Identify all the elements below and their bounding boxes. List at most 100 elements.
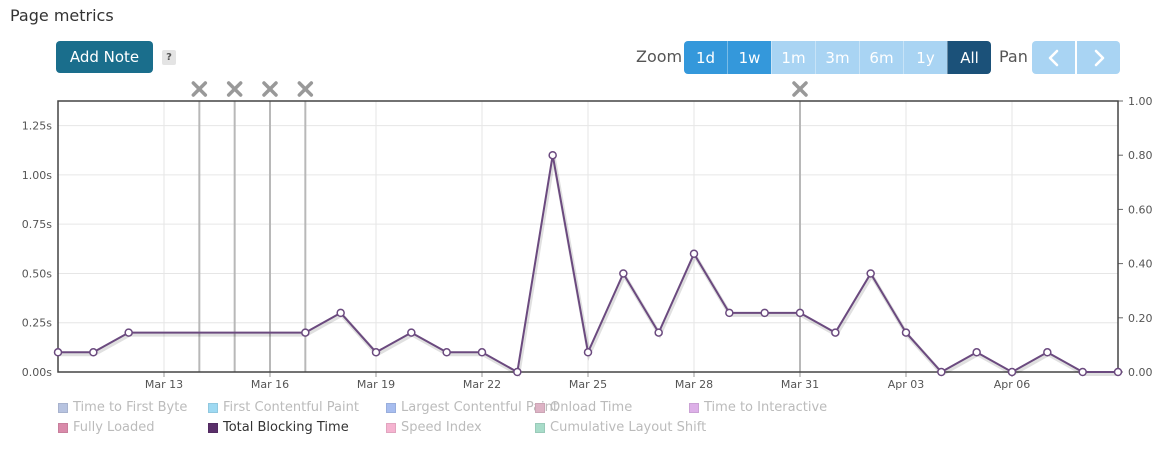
data-point[interactable] [901, 328, 911, 337]
legend-label: Onload Time [550, 400, 633, 415]
legend-swatch [58, 402, 68, 413]
data-point[interactable] [513, 367, 522, 377]
y-right-tick-label: 0.60 [1128, 203, 1153, 216]
pan-left-button[interactable] [1032, 41, 1075, 74]
legend-item[interactable]: First Contentful Paint [208, 400, 359, 415]
data-point[interactable] [124, 328, 133, 337]
data-point[interactable] [654, 328, 663, 337]
data-point[interactable] [371, 348, 381, 357]
y-left-tick-label: 0.50s [22, 267, 52, 280]
legend-swatch [386, 402, 396, 413]
zoom-1w-button[interactable]: 1w [727, 41, 771, 74]
x-tick-label: Mar 19 [357, 378, 395, 391]
legend-item[interactable]: Largest Contentful Paint [386, 400, 558, 415]
legend-item[interactable]: Speed Index [386, 420, 482, 435]
zoom-1y-button[interactable]: 1y [903, 41, 947, 74]
legend-swatch [689, 402, 699, 413]
data-point[interactable] [336, 308, 345, 318]
zoom-6m-button[interactable]: 6m [859, 41, 903, 74]
zoom-1m-button[interactable]: 1m [771, 41, 815, 74]
y-left-tick-label: 0.75s [22, 218, 52, 231]
legend-label: Total Blocking Time [223, 420, 349, 435]
data-point[interactable] [795, 308, 805, 318]
add-note-button[interactable]: Add Note [56, 41, 153, 73]
note-close-icon[interactable] [262, 81, 278, 97]
legend-swatch [386, 422, 396, 433]
chevron-left-icon [1048, 49, 1058, 66]
data-point[interactable] [89, 348, 98, 357]
series-line-shadow [59, 156, 1119, 378]
legend-item[interactable]: Cumulative Layout Shift [535, 420, 706, 435]
data-point[interactable] [1078, 367, 1087, 377]
data-point[interactable] [548, 150, 557, 160]
legend-swatch [208, 402, 218, 413]
y-right-tick-label: 0.20 [1128, 312, 1153, 325]
page-title: Page metrics [10, 6, 114, 25]
note-close-icon[interactable] [297, 81, 314, 97]
y-left-tick-label: 1.25s [22, 120, 52, 133]
data-point[interactable] [760, 308, 769, 318]
data-point[interactable] [1007, 367, 1017, 377]
y-right-tick-label: 0.00 [1128, 366, 1153, 379]
data-point[interactable] [937, 367, 946, 377]
data-point[interactable] [442, 348, 451, 357]
y-left-tick-label: 0.25s [22, 317, 52, 330]
x-tick-label: Apr 03 [888, 378, 925, 391]
legend-label: Cumulative Layout Shift [550, 420, 707, 435]
legend-label: Time to Interactive [704, 400, 828, 415]
legend-item[interactable]: Time to Interactive [689, 400, 827, 415]
plot-area-border [57, 100, 1119, 373]
data-point[interactable] [1043, 348, 1052, 357]
data-point[interactable] [972, 348, 981, 357]
pan-label: Pan [999, 47, 1028, 66]
legend-item[interactable]: Total Blocking Time [208, 420, 349, 435]
y-right-tick-label: 1.00 [1128, 95, 1153, 108]
y-left-tick-label: 1.00s [22, 169, 52, 182]
x-tick-label: Apr 06 [994, 378, 1031, 391]
pan-right-button[interactable] [1077, 41, 1120, 74]
help-icon[interactable]: ? [162, 50, 176, 65]
data-point[interactable] [689, 249, 699, 258]
y-left-tick-label: 0.00s [22, 366, 52, 379]
x-tick-label: Mar 25 [569, 378, 607, 391]
legend-label: First Contentful Paint [223, 400, 359, 415]
data-point[interactable] [619, 269, 628, 278]
data-point[interactable] [725, 308, 734, 318]
legend-swatch [535, 402, 545, 413]
data-point[interactable] [53, 348, 63, 357]
x-tick-label: Mar 13 [145, 378, 183, 391]
legend-item[interactable]: Onload Time [535, 400, 632, 415]
x-tick-label: Mar 16 [251, 378, 289, 391]
legend-item[interactable]: Fully Loaded [58, 420, 155, 435]
legend-swatch [535, 422, 545, 433]
chart-legend: Time to First Byte First Contentful Paint… [58, 400, 858, 440]
data-point[interactable] [866, 269, 875, 278]
zoom-3m-button[interactable]: 3m [815, 41, 859, 74]
zoom-1d-button[interactable]: 1d [684, 41, 727, 74]
legend-swatch [58, 422, 68, 433]
zoom-button-group: 1d 1w 1m 3m 6m 1y All [684, 41, 991, 74]
zoom-label: Zoom [636, 47, 683, 66]
note-close-icon[interactable] [226, 81, 243, 97]
page-metrics-chart[interactable]: 0.00s 0.25s 0.50s 0.75s 1.00s 1.25s 0.00 0.20 0.… [0, 0, 1164, 400]
data-point[interactable] [831, 328, 840, 337]
data-point[interactable] [477, 348, 487, 357]
y-right-tick-label: 0.80 [1128, 149, 1153, 162]
legend-item[interactable]: Time to First Byte [58, 400, 187, 415]
legend-label: Fully Loaded [73, 420, 155, 435]
data-point[interactable] [301, 328, 310, 337]
legend-label: Largest Contentful Paint [401, 400, 559, 415]
note-close-icon[interactable] [792, 81, 808, 97]
note-close-icon[interactable] [191, 81, 208, 97]
zoom-all-button[interactable]: All [947, 41, 991, 74]
data-point[interactable] [583, 348, 593, 357]
chevron-right-icon [1094, 49, 1104, 66]
data-point[interactable] [1113, 367, 1123, 377]
x-tick-label: Mar 31 [781, 378, 819, 391]
data-point[interactable] [407, 328, 416, 337]
y-right-tick-label: 0.40 [1128, 258, 1153, 271]
x-tick-label: Mar 28 [675, 378, 713, 391]
legend-label: Time to First Byte [73, 400, 188, 415]
legend-label: Speed Index [401, 420, 482, 435]
x-tick-label: Mar 22 [463, 378, 501, 391]
